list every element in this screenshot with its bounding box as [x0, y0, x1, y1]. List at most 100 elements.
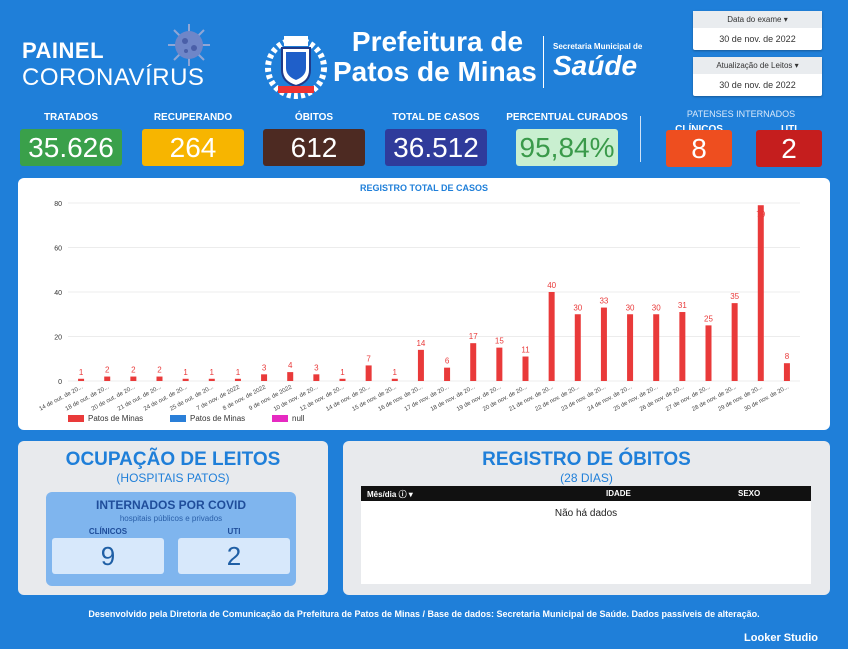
x-tick-label: 23 de nov. de 20...: [561, 384, 608, 413]
bar: [287, 372, 294, 381]
data-label: 3: [262, 363, 267, 372]
y-tick-label: 40: [54, 290, 62, 297]
legend-swatch: [272, 415, 288, 422]
kpi-curados-value: 95,84%: [516, 129, 618, 166]
x-tick-label: 29 de nov. de 20...: [717, 384, 764, 413]
bar: [208, 378, 215, 381]
kpi-curados-label: PERCENTUAL CURADOS: [506, 112, 628, 123]
leitos-date-filter[interactable]: Atualização de Leitos ▾ 30 de nov. de 20…: [693, 57, 822, 96]
x-tick-label: 27 de nov. de 20...: [665, 384, 712, 413]
x-tick-label: 21 de nov. de 20...: [508, 384, 555, 413]
kpi-tratados-value: 35.626: [20, 129, 122, 166]
data-label: 11: [521, 346, 530, 355]
kpi-obitos-label: ÓBITOS: [294, 112, 334, 123]
bar: [339, 378, 346, 381]
data-label: 31: [678, 301, 687, 310]
data-label: 6: [445, 357, 450, 366]
bar: [600, 307, 607, 381]
legend-label: Patos de Minas: [88, 414, 143, 423]
col-mes-dia[interactable]: Mês/dia ⓘ ▾: [367, 490, 413, 499]
bar: [130, 376, 137, 381]
footer-text: Desenvolvido pela Diretoria de Comunicaç…: [88, 609, 760, 619]
ocupacao-subtitle: (HOSPITAIS PATOS): [116, 471, 230, 485]
ocupacao-uti-value: 2: [178, 538, 290, 574]
x-tick-label: 20 de nov. de 20...: [482, 384, 529, 413]
kpi-obitos-value: 612: [263, 129, 365, 166]
data-label: 17: [469, 332, 478, 341]
chart-title: REGISTRO TOTAL DE CASOS: [359, 183, 488, 193]
bar: [627, 314, 634, 381]
bar: [705, 325, 712, 381]
bar: [731, 303, 738, 381]
kpi-tratados-label: TRATADOS: [43, 112, 99, 123]
info-icon: ⓘ: [398, 490, 407, 499]
obitos-table-header: Mês/dia ⓘ ▾ IDADE SEXO: [361, 486, 811, 501]
x-tick-label: 14 de nov. de 20...: [325, 384, 372, 413]
y-tick-label: 20: [54, 335, 62, 342]
x-tick-label: 25 de nov. de 20...: [613, 384, 660, 413]
legend-label: Patos de Minas: [190, 414, 245, 423]
x-tick-label: 19 de nov. de 20...: [456, 384, 503, 413]
ocupacao-card: OCUPAÇÃO DE LEITOS (HOSPITAIS PATOS) INT…: [18, 441, 328, 595]
x-tick-label: 30 de nov. de 20...: [744, 384, 791, 413]
data-label: 4: [288, 361, 293, 370]
bar: [522, 356, 529, 381]
bar: [182, 378, 189, 381]
kpi-recuperando-value: 264: [142, 129, 244, 166]
bar: [548, 292, 555, 381]
exam-date-filter[interactable]: Data do exame ▾ 30 de nov. de 2022: [693, 11, 822, 50]
col-sexo[interactable]: SEXO: [738, 489, 761, 498]
bar: [417, 349, 424, 381]
bar: [444, 367, 451, 381]
coronavirus-title: CORONAVÍRUS: [22, 64, 205, 91]
data-label: 1: [236, 368, 241, 377]
data-label: 8: [785, 352, 790, 361]
data-label: 30: [626, 303, 635, 312]
data-label: 40: [547, 281, 556, 290]
bar: [261, 374, 268, 381]
y-tick-label: 80: [54, 201, 62, 208]
leitos-date-value: 30 de nov. de 2022: [719, 80, 796, 90]
internados-covid-panel: INTERNADOS POR COVID hospitais públicos …: [46, 492, 296, 586]
y-tick-label: 60: [54, 246, 62, 253]
looker-studio-brand[interactable]: Looker Studio: [744, 632, 818, 644]
data-label: 1: [183, 368, 188, 377]
legend-label: null: [292, 414, 305, 423]
bar: [757, 205, 764, 381]
internados-covid-sub: hospitais públicos e privados: [119, 514, 223, 523]
chart-card: REGISTRO TOTAL DE CASOS 0 20 40 60 80 1 14 de …: [18, 178, 830, 430]
exam-date-value: 30 de nov. de 2022: [719, 34, 796, 44]
data-label: 14: [416, 339, 425, 348]
col-idade[interactable]: IDADE: [606, 489, 631, 498]
bar: [156, 376, 163, 381]
data-label: 1: [340, 368, 345, 377]
kpi-total-value: 36.512: [385, 129, 487, 166]
prefeitura-line2: Patos de Minas: [333, 56, 537, 87]
internados-title: PATENSES INTERNADOS: [686, 109, 796, 119]
bar: [574, 314, 581, 381]
virus-icon: [168, 24, 210, 66]
x-tick-label: 12 de nov. de 20...: [299, 384, 346, 413]
bar: [653, 314, 660, 381]
data-label: 15: [495, 337, 504, 346]
leitos-date-label: Atualização de Leitos ▾: [693, 57, 822, 74]
internados-clinicos-label: CLÍNICOS: [666, 124, 732, 135]
x-tick-label: 26 de nov. de 20...: [639, 384, 686, 413]
x-tick-label: 17 de nov. de 20...: [404, 384, 451, 413]
internados-uti-value: 2: [756, 130, 822, 167]
kpi-separator: [640, 116, 641, 162]
bar: [470, 343, 477, 381]
bar: [78, 378, 85, 381]
bar: [391, 378, 398, 381]
bar: [783, 363, 790, 381]
bar: [679, 312, 686, 381]
secretaria-label: Secretaria Municipal de: [553, 42, 643, 51]
bar: [365, 365, 372, 381]
internados-covid-title: INTERNADOS POR COVID: [95, 498, 246, 512]
x-tick-label: 28 de nov. de 20...: [691, 384, 738, 413]
saude-label: Saúde: [553, 50, 638, 81]
legend-swatch: [170, 415, 186, 422]
kpi-total-label: TOTAL DE CASOS: [392, 112, 480, 123]
bar: [234, 378, 241, 381]
